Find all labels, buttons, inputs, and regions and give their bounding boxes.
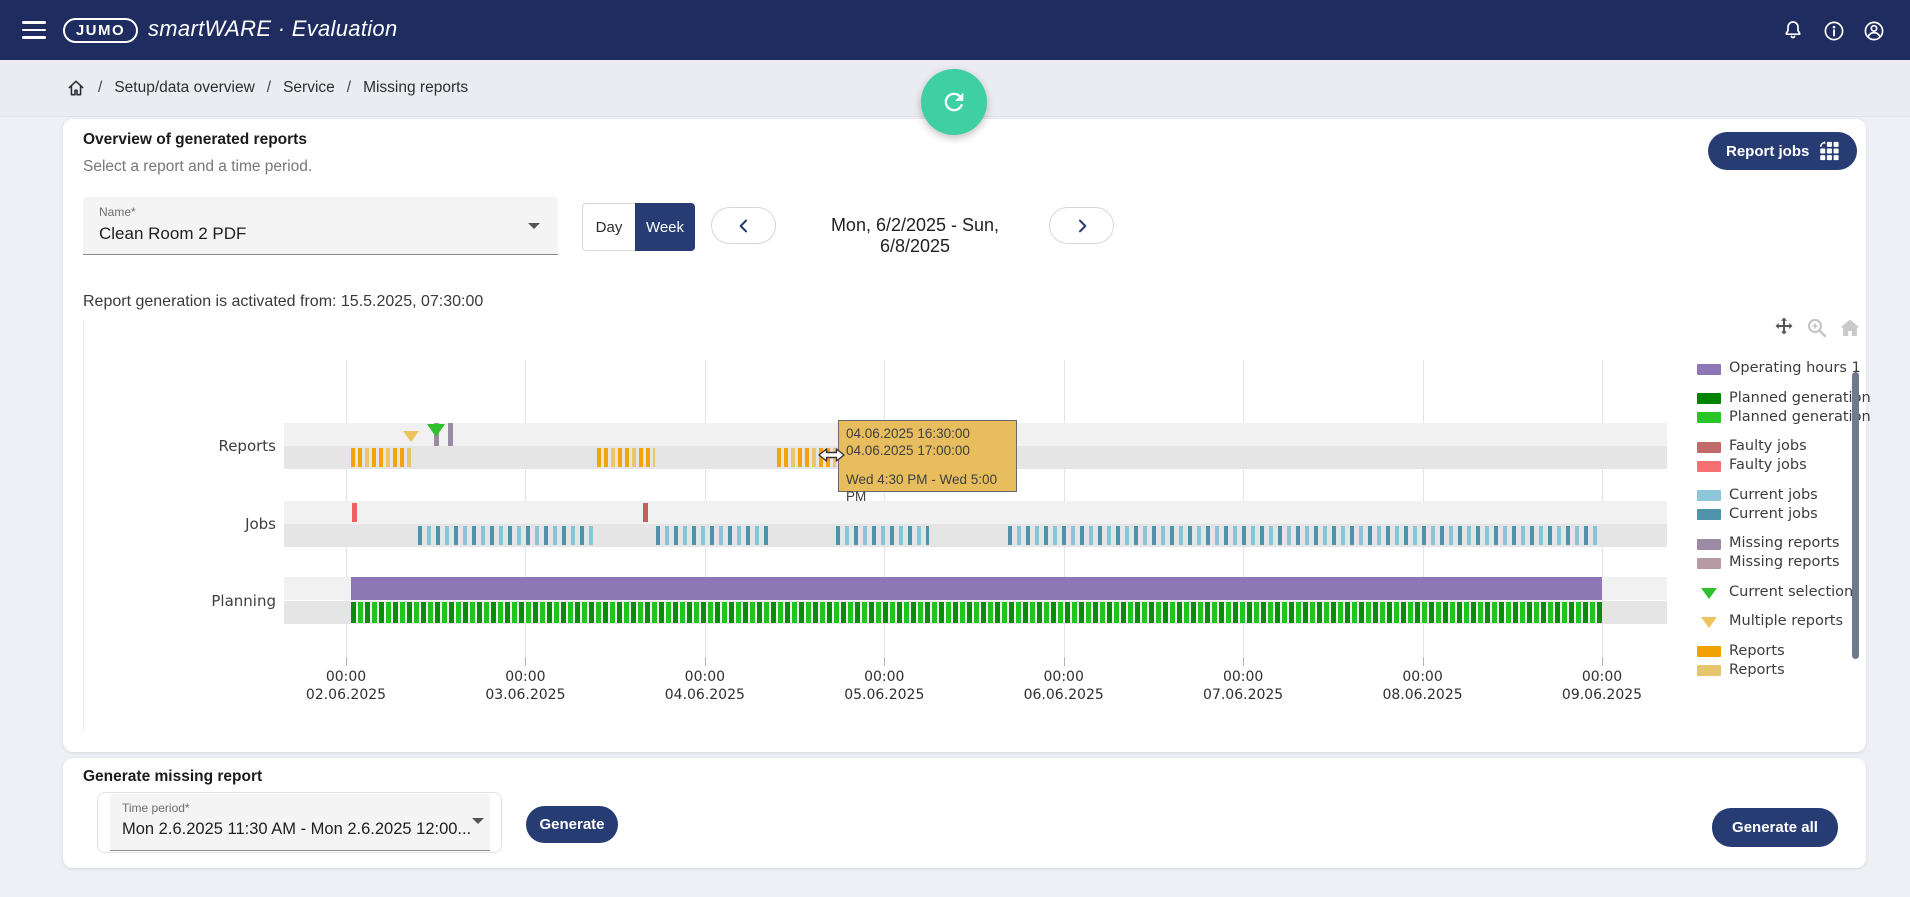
reset-home-icon[interactable] — [1838, 316, 1862, 340]
name-select[interactable]: Name* Clean Room 2 PDF — [83, 197, 558, 255]
chart-tooltip: 04.06.2025 16:30:00 04.06.2025 17:00:00 … — [838, 420, 1017, 504]
chevron-down-icon — [528, 223, 540, 229]
info-icon[interactable] — [1822, 19, 1846, 43]
breadcrumb-separator: / — [98, 79, 103, 96]
name-select-value: Clean Room 2 PDF — [99, 224, 247, 243]
menu-icon[interactable] — [22, 21, 46, 39]
time-period-value: Mon 2.6.2025 11:30 AM - Mon 2.6.2025 12:… — [122, 820, 472, 838]
chevron-right-icon — [1078, 219, 1086, 232]
app-bar: JUMO smartWARE · Evaluation — [0, 0, 1910, 60]
report-jobs-grid-icon — [1820, 141, 1839, 161]
chevron-down-icon — [472, 818, 484, 824]
previous-period-button[interactable] — [711, 207, 776, 244]
tooltip-range: Wed 4:30 PM - Wed 5:00 PM — [846, 472, 998, 504]
toggle-day-button[interactable]: Day — [582, 203, 635, 251]
view-toggle: Day Week — [582, 203, 695, 251]
chart-scrollbar[interactable] — [1852, 372, 1859, 659]
tooltip-start: 04.06.2025 16:30:00 — [846, 426, 970, 441]
tooltip-end: 04.06.2025 17:00:00 — [846, 443, 970, 458]
overview-card-subtitle: Select a report and a time period. — [83, 158, 313, 175]
refresh-icon — [944, 92, 964, 112]
generate-button[interactable]: Generate — [526, 806, 618, 843]
toggle-week-button[interactable]: Week — [635, 203, 695, 251]
breadcrumb-separator: / — [266, 79, 272, 96]
time-period-label: Time period* — [122, 801, 190, 815]
resize-cursor-icon — [818, 448, 845, 462]
app-title: smartWARE · Evaluation — [148, 16, 398, 41]
chevron-left-icon — [739, 219, 747, 232]
report-jobs-button[interactable]: Report jobs — [1708, 132, 1858, 170]
generate-card-title: Generate missing report — [83, 768, 263, 785]
plot-frame-left — [83, 320, 84, 732]
time-period-select[interactable]: Time period* Mon 2.6.2025 11:30 AM - Mon… — [110, 794, 490, 851]
breadcrumb-item-missing-reports[interactable]: Missing reports — [363, 79, 469, 96]
account-icon[interactable] — [1862, 19, 1886, 43]
generate-all-button[interactable]: Generate all — [1712, 808, 1838, 847]
refresh-fab[interactable] — [921, 69, 987, 135]
date-range-label: Mon, 6/2/2025 - Sun, 6/8/2025 — [830, 215, 1000, 256]
breadcrumb-item-service[interactable]: Service — [283, 79, 335, 96]
activation-note: Report generation is activated from: 15.… — [83, 293, 484, 310]
report-jobs-label: Report jobs — [1726, 142, 1810, 160]
home-icon[interactable] — [66, 78, 86, 98]
name-select-label: Name* — [99, 205, 136, 219]
breadcrumb-separator: / — [346, 79, 352, 96]
pan-icon[interactable] — [1772, 316, 1796, 340]
jumo-logo: JUMO — [63, 18, 138, 43]
bell-icon[interactable] — [1781, 19, 1805, 43]
overview-card-title: Overview of generated reports — [83, 131, 307, 148]
breadcrumb-item-setup[interactable]: Setup/data overview — [114, 79, 255, 96]
box-zoom-icon[interactable] — [1805, 316, 1829, 340]
next-period-button[interactable] — [1049, 207, 1114, 244]
